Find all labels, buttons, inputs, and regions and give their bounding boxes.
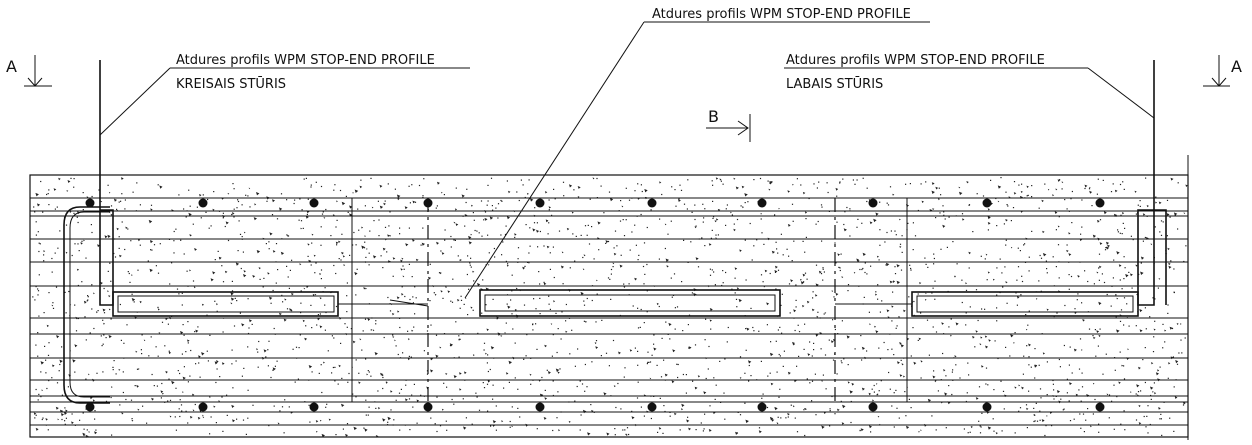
section-a-left-label: A <box>6 57 17 76</box>
section-b-label: B <box>708 107 719 126</box>
left-u-bar <box>63 206 110 404</box>
callout-left-line2: KREISAIS STŪRIS <box>176 77 286 92</box>
stop-end-profiles <box>99 60 1167 317</box>
section-mark-a-right: A <box>1203 55 1242 87</box>
right-corner-profile <box>1137 60 1167 306</box>
concrete-slab <box>29 174 1189 438</box>
section-a-right-label: A <box>1231 57 1242 76</box>
leader-lines <box>99 21 1155 299</box>
section-mark-a-left: A <box>6 55 52 87</box>
slab-joints <box>351 198 908 402</box>
callout-center-line1: Atdures profils WPM STOP-END PROFILE <box>652 7 911 22</box>
callout-left-line1: Atdures profils WPM STOP-END PROFILE <box>176 53 435 68</box>
rebar-dots <box>85 198 1105 412</box>
section-mark-b: B <box>706 107 751 142</box>
callout-right-line2: LABAIS STŪRIS <box>786 77 883 92</box>
center-profile-bar <box>479 289 781 317</box>
callout-right-line1: Atdures profils WPM STOP-END PROFILE <box>786 53 1045 68</box>
slab-layer-lines <box>30 197 1188 426</box>
